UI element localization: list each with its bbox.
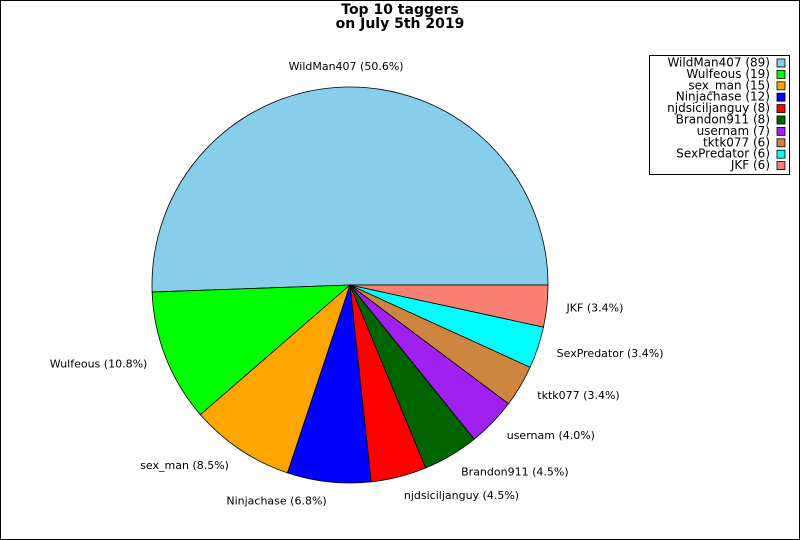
legend-swatch	[776, 70, 786, 79]
legend-swatch	[776, 92, 786, 102]
legend-label: usernam (7)	[697, 124, 770, 138]
slice-label: SexPredator (3.4%)	[557, 347, 664, 360]
slice-label: Ninjachase (6.8%)	[226, 495, 326, 508]
legend-box	[649, 55, 790, 175]
chart-title: on July 5th 2019	[336, 16, 465, 32]
legend-label: JKF (6)	[730, 158, 770, 172]
slice-label: usernam (4.0%)	[507, 429, 595, 442]
pie-slice	[151, 86, 549, 293]
legend-swatch	[776, 58, 786, 68]
slice-label: JKF (3.4%)	[566, 301, 624, 314]
chart-title: Top 10 taggers	[341, 2, 458, 18]
pie-slice	[199, 283, 351, 474]
legend-label: SexPredator (6)	[676, 147, 770, 161]
slice-label: njdsiciljanguy (4.5%)	[404, 489, 519, 502]
legend-swatch	[776, 115, 786, 125]
slice-label: Brandon911 (4.5%)	[461, 465, 569, 478]
legend-label: sex_man (15)	[688, 78, 770, 92]
legend-swatch	[776, 127, 786, 136]
legend-label: Brandon911 (8)	[676, 113, 770, 127]
slice-label: WildMan407 (50.6%)	[289, 60, 404, 73]
slice-label: Wulfeous (10.8%)	[50, 358, 148, 371]
slice-label: sex_man (8.5%)	[140, 459, 229, 472]
legend-label: WildMan407 (89)	[667, 56, 770, 70]
pie-slice	[349, 284, 549, 328]
legend-swatch	[776, 81, 786, 91]
legend-label: njdsiciljanguy (8)	[667, 101, 770, 115]
legend-label: Wulfeous (19)	[686, 67, 770, 81]
legend-swatch	[776, 138, 786, 148]
legend-label: Ninjachase (12)	[676, 90, 770, 104]
legend-label: tktk077 (6)	[703, 135, 770, 149]
slice-label: tktk077 (3.4%)	[537, 389, 619, 402]
legend-swatch	[776, 149, 786, 159]
legend-swatch	[776, 161, 786, 171]
legend-swatch	[776, 104, 786, 113]
pie-slice	[151, 284, 352, 416]
